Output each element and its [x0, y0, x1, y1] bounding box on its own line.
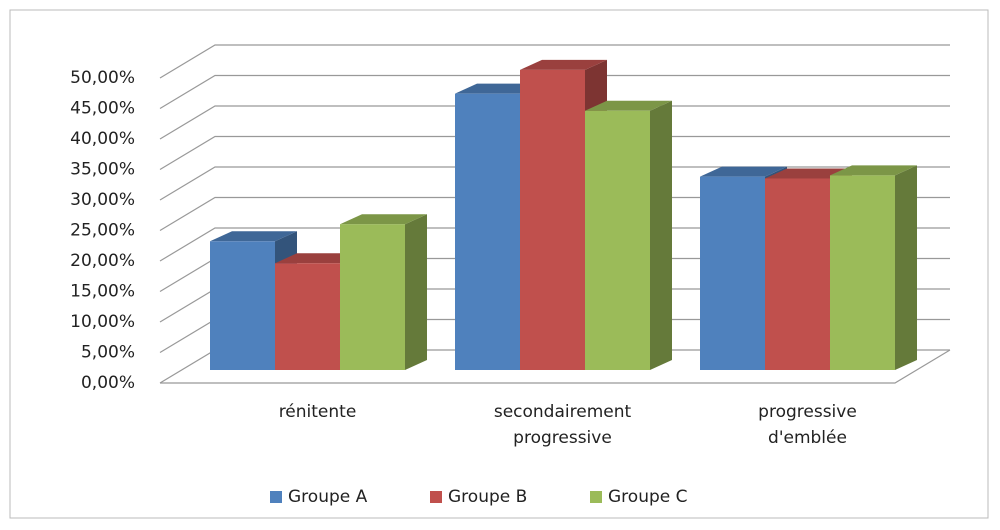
x-tick-label: progressive d'emblée [758, 402, 857, 448]
legend-swatch [590, 491, 602, 503]
y-tick-label: 5,00% [81, 343, 135, 363]
bar [830, 165, 917, 370]
grid-line [159, 105, 950, 140]
y-tick-label: 35,00% [70, 160, 135, 180]
grid-line [159, 166, 950, 201]
bar-front [830, 175, 895, 370]
bar-front [340, 224, 405, 370]
y-tick-label: 40,00% [70, 129, 135, 149]
bar-front [210, 241, 275, 370]
grid-line [159, 74, 950, 110]
bar-front [765, 178, 830, 370]
x-tick-label: rénitente [279, 402, 357, 422]
y-tick-label: 30,00% [70, 190, 135, 210]
y-tick-label: 10,00% [70, 312, 135, 332]
bar [340, 214, 427, 370]
bar-top [210, 231, 297, 242]
bar-front [275, 263, 340, 370]
bar-front [700, 176, 765, 370]
y-tick-label: 20,00% [70, 251, 135, 271]
legend-swatch [430, 491, 442, 503]
bar-side [405, 214, 427, 370]
bar [585, 100, 672, 370]
legend-label: Groupe A [288, 487, 368, 507]
y-tick-label: 45,00% [70, 99, 135, 119]
grid-line [159, 44, 950, 79]
bar-front [520, 69, 585, 370]
y-tick-label: 0,00% [81, 373, 135, 393]
bar-top [340, 214, 427, 225]
y-tick-label: 25,00% [70, 221, 135, 241]
legend-swatch [270, 491, 282, 503]
legend-label: Groupe B [448, 487, 527, 507]
bar-side [650, 100, 672, 370]
y-tick-label: 50,00% [70, 68, 135, 88]
bar-side [895, 165, 917, 370]
floor-edge [160, 349, 951, 384]
grid-line [159, 135, 950, 171]
bar-front [585, 110, 650, 370]
bar-front [455, 93, 520, 371]
bar-top [520, 59, 607, 70]
bar-top [830, 165, 917, 176]
x-tick-label: secondairement progressive [494, 402, 632, 448]
bar-top [700, 166, 787, 177]
bar-top [585, 100, 672, 111]
y-tick-label: 15,00% [70, 282, 135, 302]
legend-label: Groupe C [608, 487, 688, 507]
